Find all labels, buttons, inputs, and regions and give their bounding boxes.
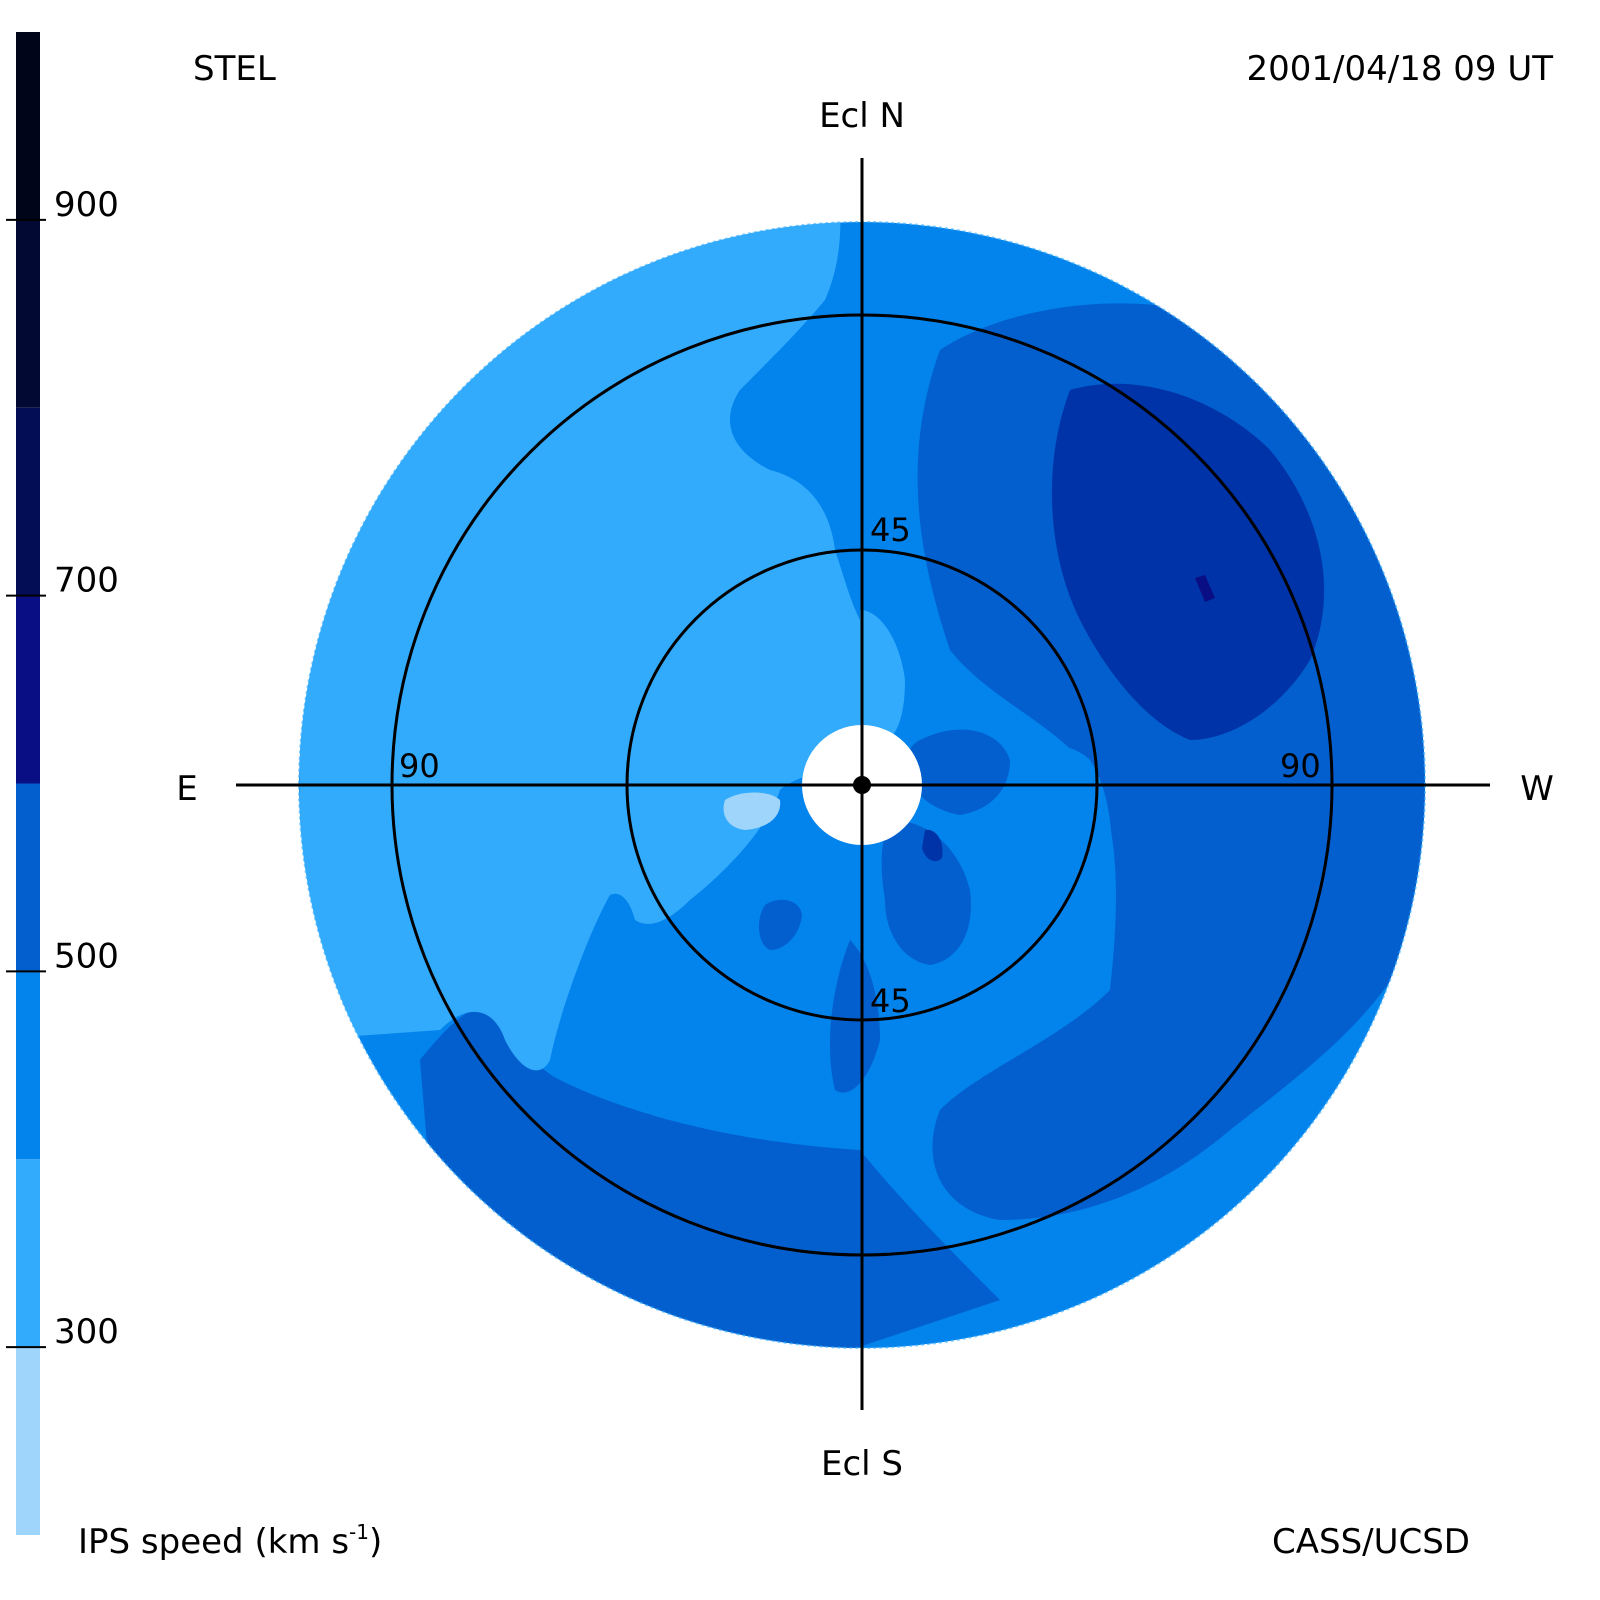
colorbar-title: IPS speed (km s-1) [78,1520,382,1562]
colorbar-bin-600-700 [16,595,40,784]
ring-label-45-north: 45 [870,511,911,549]
colorbar-title-sup: -1 [349,1520,369,1544]
ring-label-90-east: 90 [399,747,440,785]
datetime-label: 2001/04/18 09 UT [1247,49,1554,89]
sun-center-dot [853,776,871,794]
colorbar-title-close: ) [369,1522,382,1562]
speed-region-central-strip [830,940,880,1093]
station-label: STEL [193,49,276,89]
speed-region-west-medium [1010,745,1112,933]
colorbar-bin-200-300 [16,1347,40,1535]
ring-label-90-west: 90 [1280,747,1321,785]
colorbar-bin-900-1000 [16,32,40,220]
colorbar-tick-label-900: 900 [54,185,119,225]
speed-region-center-dark-2 [758,899,802,950]
colorbar-title-main: IPS speed (km s [78,1522,349,1562]
label-east: E [176,769,197,809]
label-ecl-north: Ecl N [819,96,905,136]
colorbar-bin-500-600 [16,783,40,972]
colorbar-tick-label-700: 700 [54,561,119,601]
colorbar-tick-label-500: 500 [54,936,119,976]
speed-region-dark-spot-2 [922,829,943,862]
speed-region-dark-spot [1195,575,1215,602]
label-west: W [1520,769,1554,809]
credit-label: CASS/UCSD [1272,1522,1470,1562]
speed-region-center-dark-3 [881,820,971,965]
speed-region-east-light [300,222,860,1071]
speed-region-central-light-east [860,610,905,745]
speed-region-lowest [723,792,781,830]
colorbar-bin-400-500 [16,971,40,1160]
speed-region-center-dark-4 [905,729,1010,815]
colorbar-bin-800-900 [16,219,40,408]
ring-label-45-south: 45 [870,982,911,1020]
speed-region-high-ne [1051,383,1325,740]
colorbar-tick-label-300: 300 [54,1312,119,1352]
label-ecl-south: Ecl S [821,1444,903,1484]
colorbar-bin-300-400 [16,1159,40,1348]
colorbar: 900 700 500 300 [6,32,119,1535]
colorbar-bin-700-800 [16,407,40,596]
